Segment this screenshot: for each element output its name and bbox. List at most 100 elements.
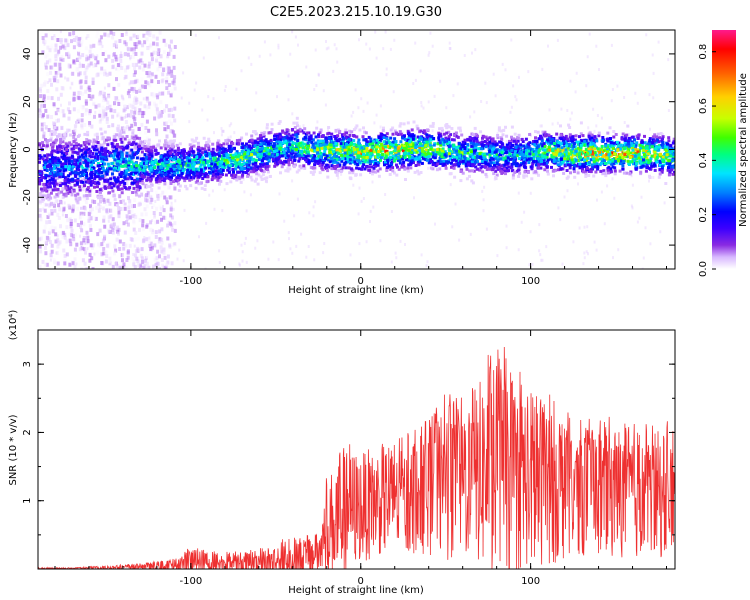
- heatmap-cell: [352, 110, 355, 114]
- heatmap-cell: [466, 151, 470, 155]
- heatmap-cell: [340, 133, 344, 137]
- heatmap-cell: [122, 130, 126, 135]
- heatmap-cell: [437, 138, 441, 142]
- heatmap-cell: [224, 173, 228, 177]
- heatmap-cell: [445, 106, 448, 110]
- heatmap-cell: [102, 251, 106, 256]
- heatmap-cell: [157, 186, 161, 190]
- heatmap-cell: [403, 166, 406, 169]
- heatmap-cell: [140, 122, 144, 127]
- heatmap-cell: [188, 173, 191, 177]
- heatmap-cell: [372, 205, 375, 209]
- heatmap-cell: [157, 239, 161, 244]
- heatmap-cell: [590, 136, 594, 140]
- heatmap-cell: [163, 255, 167, 260]
- heatmap-cell: [523, 170, 527, 174]
- heatmap-cell: [169, 128, 173, 133]
- heatmap-cell: [563, 195, 566, 199]
- heatmap-cell: [117, 168, 121, 173]
- heatmap-cell: [262, 149, 266, 153]
- heatmap-cell: [43, 246, 47, 250]
- heatmap-cell: [67, 53, 71, 58]
- heatmap-cell: [85, 196, 89, 200]
- heatmap-cell: [572, 167, 576, 171]
- heatmap-cell: [65, 156, 69, 160]
- heatmap-cell: [302, 124, 305, 128]
- heatmap-cell: [140, 152, 144, 157]
- heatmap-cell: [80, 164, 84, 168]
- heatmap-cell: [64, 38, 68, 43]
- heatmap-cell: [116, 225, 120, 230]
- heatmap-cell: [109, 181, 113, 185]
- heatmap-cell: [389, 164, 393, 168]
- heatmap-cell: [140, 163, 143, 167]
- heatmap-cell: [83, 197, 87, 202]
- heatmap-cell: [111, 146, 115, 151]
- heatmap-cell: [162, 250, 166, 255]
- heatmap-cell: [429, 31, 432, 35]
- heatmap-cell: [144, 80, 148, 85]
- heatmap-cell: [203, 163, 206, 167]
- heatmap-cell: [157, 116, 160, 120]
- heatmap-cell: [277, 258, 280, 262]
- heatmap-cell: [201, 171, 205, 175]
- heatmap-cell: [259, 162, 263, 166]
- heatmap-cell: [580, 164, 584, 168]
- heatmap-cell: [96, 31, 100, 35]
- heatmap-cell: [143, 160, 147, 164]
- heatmap-cell: [117, 67, 121, 72]
- heatmap-cell: [121, 253, 125, 258]
- heatmap-cell: [120, 146, 124, 150]
- heatmap-cell: [557, 168, 560, 172]
- heatmap-cell: [61, 177, 65, 181]
- heatmap-cell: [78, 80, 82, 85]
- heatmap-cell: [74, 138, 78, 142]
- heatmap-cell: [153, 257, 157, 262]
- heatmap-cell: [631, 206, 634, 210]
- heatmap-cell: [452, 94, 455, 98]
- heatmap-cell: [145, 119, 149, 124]
- heatmap-cell: [385, 67, 388, 71]
- heatmap-cell: [98, 38, 102, 43]
- heatmap-cell: [412, 161, 415, 164]
- heatmap-cell: [77, 147, 81, 151]
- heatmap-cell: [142, 33, 146, 38]
- heatmap-cell: [162, 215, 166, 220]
- heatmap-cell: [158, 254, 161, 259]
- heatmap-cell: [539, 134, 542, 138]
- heatmap-cell: [610, 99, 613, 103]
- heatmap-cell: [330, 164, 334, 168]
- heatmap-cell: [358, 38, 360, 42]
- heatmap-cell: [412, 82, 415, 85]
- heatmap-cell: [138, 65, 142, 70]
- heatmap-cell: [168, 119, 172, 124]
- heatmap-cell: [173, 245, 177, 250]
- heatmap-cell: [468, 148, 472, 152]
- heatmap-cell: [122, 246, 126, 251]
- heatmap-cell: [145, 261, 149, 266]
- heatmap-cell: [68, 190, 72, 194]
- heatmap-cell: [111, 227, 114, 232]
- heatmap-cell: [173, 142, 177, 147]
- heatmap-cell: [122, 190, 126, 195]
- heatmap-cell: [257, 173, 261, 177]
- heatmap-cell: [254, 132, 258, 136]
- heatmap-cell: [610, 43, 613, 47]
- heatmap-cell: [269, 53, 272, 57]
- heatmap-cell: [56, 71, 60, 75]
- heatmap-cell: [163, 127, 167, 132]
- heatmap-cell: [223, 88, 226, 92]
- heatmap-cell: [151, 219, 154, 222]
- heatmap-cell: [96, 171, 100, 175]
- heatmap-cell: [48, 151, 52, 156]
- heatmap-cell: [294, 130, 297, 134]
- heatmap-cell: [173, 221, 177, 226]
- heatmap-cell: [152, 41, 156, 46]
- heatmap-cell: [145, 163, 149, 168]
- heatmap-cell: [470, 179, 474, 183]
- heatmap-cell: [314, 48, 317, 52]
- heatmap-cell: [43, 94, 46, 97]
- heatmap-cell: [536, 151, 540, 155]
- heatmap-cell: [492, 161, 496, 165]
- heatmap-cell: [579, 132, 583, 136]
